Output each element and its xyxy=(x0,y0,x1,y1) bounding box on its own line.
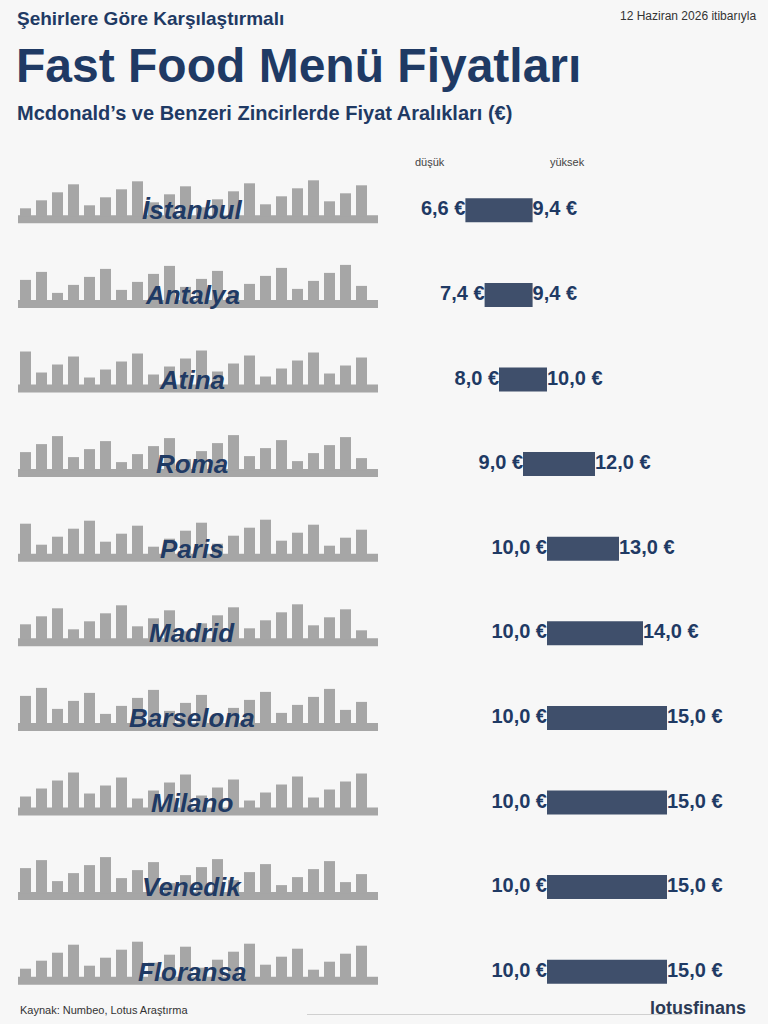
svg-text:14,0 €: 14,0 € xyxy=(643,620,699,642)
svg-text:10,0 €: 10,0 € xyxy=(491,790,547,812)
svg-text:Mcdonald’s ve Benzeri Zincirle: Mcdonald’s ve Benzeri Zincirlerde Fiyat … xyxy=(17,102,512,124)
svg-text:Paris: Paris xyxy=(160,534,224,564)
svg-text:yüksek: yüksek xyxy=(550,156,585,168)
svg-text:6,6 €: 6,6 € xyxy=(421,197,465,219)
svg-text:10,0 €: 10,0 € xyxy=(491,874,547,896)
svg-text:Barselona: Barselona xyxy=(129,703,255,733)
svg-text:İstanbul: İstanbul xyxy=(142,195,242,225)
svg-text:Roma: Roma xyxy=(156,449,228,479)
svg-text:Venedik: Venedik xyxy=(142,872,242,902)
svg-text:9,0 €: 9,0 € xyxy=(479,451,523,473)
svg-text:13,0 €: 13,0 € xyxy=(619,536,675,558)
svg-text:10,0 €: 10,0 € xyxy=(491,959,547,981)
svg-text:Şehirlere Göre Karşılaştırmalı: Şehirlere Göre Karşılaştırmalı xyxy=(17,8,284,29)
svg-text:Fast Food Menü Fiyatları: Fast Food Menü Fiyatları xyxy=(16,39,581,92)
svg-text:Madrid: Madrid xyxy=(149,618,235,648)
svg-text:10,0 €: 10,0 € xyxy=(491,705,547,727)
svg-text:7,4 €: 7,4 € xyxy=(440,282,484,304)
svg-text:15,0 €: 15,0 € xyxy=(667,705,723,727)
svg-text:15,0 €: 15,0 € xyxy=(667,959,723,981)
svg-text:10,0 €: 10,0 € xyxy=(491,620,547,642)
svg-text:12,0 €: 12,0 € xyxy=(595,451,651,473)
svg-text:9,4 €: 9,4 € xyxy=(533,282,577,304)
svg-text:10,0 €: 10,0 € xyxy=(491,536,547,558)
svg-text:Atina: Atina xyxy=(159,365,225,395)
svg-text:15,0 €: 15,0 € xyxy=(667,874,723,896)
svg-text:Kaynak: Numbeo, Lotus Araştırm: Kaynak: Numbeo, Lotus Araştırma xyxy=(20,1004,188,1016)
svg-text:9,4 €: 9,4 € xyxy=(533,197,577,219)
svg-text:15,0 €: 15,0 € xyxy=(667,790,723,812)
svg-text:Antalya: Antalya xyxy=(145,280,240,310)
svg-text:Milano: Milano xyxy=(151,788,233,818)
svg-text:8,0 €: 8,0 € xyxy=(455,367,499,389)
svg-text:12 Haziran 2026 itibarıyla: 12 Haziran 2026 itibarıyla xyxy=(620,9,756,23)
svg-text:lotusfinans: lotusfinans xyxy=(650,998,746,1018)
svg-text:10,0 €: 10,0 € xyxy=(547,367,603,389)
svg-text:Floransa: Floransa xyxy=(138,957,246,987)
svg-text:düşük: düşük xyxy=(415,156,445,168)
